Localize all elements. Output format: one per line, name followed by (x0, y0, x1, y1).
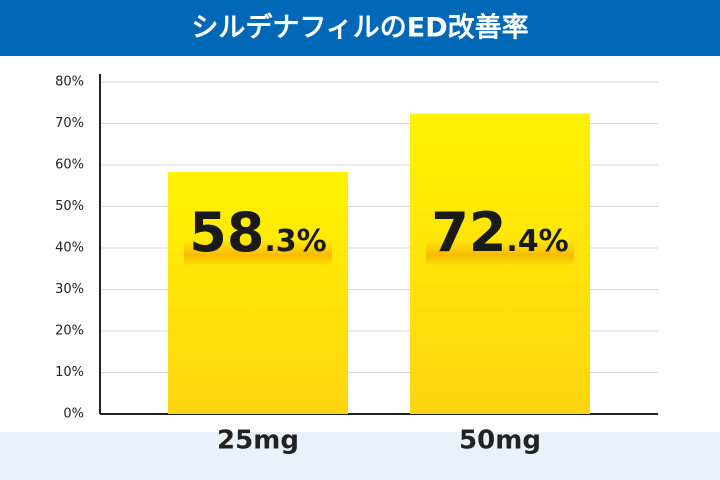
y-tick-label: 20% (55, 324, 84, 339)
y-tick-label: 10% (55, 365, 84, 380)
header-band (0, 0, 720, 56)
y-tick-label: 60% (55, 158, 84, 173)
y-tick-label: 70% (55, 116, 84, 131)
value-label: 72.4% (431, 201, 569, 264)
label-glow (426, 240, 574, 266)
chart-title: シルデナフィルのED改善率 (191, 12, 528, 44)
footer-band (0, 432, 720, 480)
x-tick-label: 25mg (217, 426, 299, 456)
y-tick-label: 80% (55, 75, 84, 90)
y-tick-label: 50% (55, 199, 84, 214)
y-tick-label: 30% (55, 282, 84, 297)
label-glow (184, 240, 332, 266)
y-tick-label: 0% (63, 407, 84, 422)
x-tick-label: 50mg (459, 426, 541, 456)
y-tick-label: 40% (55, 241, 84, 256)
bar (168, 172, 348, 414)
value-label: 58.3% (189, 201, 327, 264)
